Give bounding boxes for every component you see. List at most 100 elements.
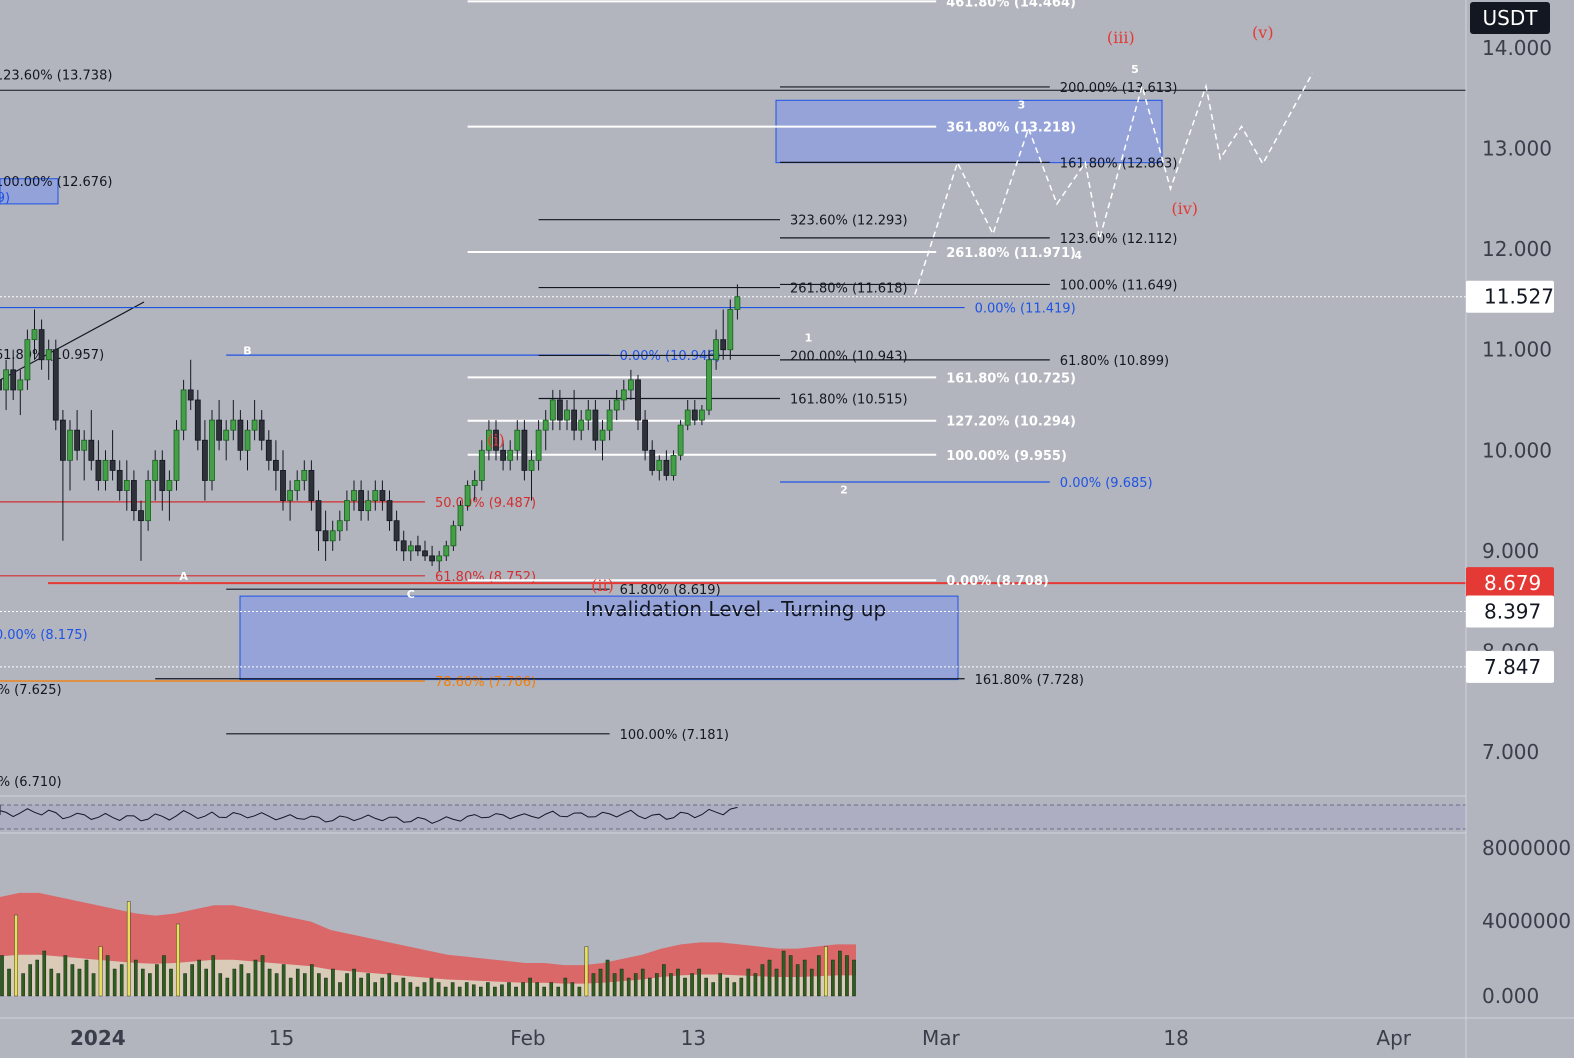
price-tag-label: 11.527 — [1484, 285, 1554, 309]
volume-bar — [704, 977, 708, 997]
price-tag-label: 7.847 — [1484, 655, 1541, 679]
volume-bar — [831, 959, 835, 997]
volume-bar — [21, 973, 25, 997]
candle-body — [521, 429, 528, 471]
volume-bar — [141, 968, 145, 997]
volume-bar — [281, 964, 286, 997]
volume-bar — [366, 973, 370, 997]
candle-body — [407, 545, 414, 552]
candle-body — [159, 459, 166, 491]
wave-label: (ii) — [591, 576, 614, 595]
volume-bar — [746, 968, 751, 997]
candle-body — [336, 520, 343, 532]
volume-bar — [626, 977, 631, 997]
candle-body — [81, 439, 88, 451]
volume-bar — [35, 959, 40, 997]
price-tick-label: 14.000 — [1482, 36, 1552, 60]
fib-label: 161.80% (7.728) — [975, 673, 1084, 688]
candle-body — [542, 419, 549, 431]
candle-body — [464, 485, 471, 507]
volume-bar — [697, 968, 701, 997]
volume-bar — [591, 973, 596, 997]
volume-pane — [0, 892, 856, 997]
volume-bar — [852, 959, 856, 997]
candle-body — [166, 480, 173, 491]
volume-bar — [838, 950, 842, 997]
volume-bar — [633, 973, 638, 997]
price-tag — [1466, 595, 1554, 628]
volume-bar — [345, 973, 349, 997]
candle-body — [24, 339, 31, 381]
wave-label: (iv) — [1171, 199, 1198, 218]
price-tag — [1466, 280, 1554, 313]
zones-layer: Invalidation Level - Turning up — [0, 89, 1466, 681]
candle-body — [379, 490, 386, 501]
currency-label: USDT — [1483, 6, 1539, 30]
candle-body — [535, 429, 542, 461]
candle-body — [592, 409, 599, 441]
candle-body — [216, 419, 223, 441]
candle-body — [287, 490, 294, 501]
volume-bar — [338, 982, 342, 997]
candle-body — [3, 369, 9, 391]
currency-badge — [1470, 2, 1550, 34]
fib-label: 100.00% (12.676) — [0, 175, 112, 190]
trend-line — [0, 301, 145, 381]
volume-bar — [112, 968, 117, 997]
volume-bar — [718, 973, 723, 997]
volume-bar — [493, 986, 497, 997]
candle-body — [670, 454, 677, 476]
candle-body — [358, 490, 365, 512]
wave-label: 2 — [840, 484, 848, 497]
fib-label: 200.00% (13.613) — [1060, 81, 1178, 96]
volume-bar — [225, 977, 230, 997]
date-tick-label: 15 — [269, 1026, 294, 1050]
rsi-band — [0, 805, 1466, 829]
date-tick-label: Apr — [1376, 1026, 1411, 1050]
candle-body — [613, 399, 620, 411]
candle-body — [152, 459, 159, 481]
invalidation-annotation: Invalidation Level - Turning up — [585, 597, 886, 621]
volume-bar — [619, 968, 624, 997]
price-tag — [1466, 650, 1554, 683]
volume-bar — [190, 964, 194, 997]
candle-body — [620, 389, 627, 401]
volume-bar — [676, 968, 680, 997]
date-tick-label: 18 — [1163, 1026, 1188, 1050]
rsi-pane — [0, 795, 1466, 834]
candle-body — [436, 555, 443, 562]
volume-bar — [218, 973, 223, 997]
volume-bar — [809, 968, 814, 997]
fib-label: 161.80% (6.710) — [0, 775, 62, 790]
volume-bar — [77, 968, 82, 997]
volume-tick-label: 4000000 — [1482, 909, 1571, 933]
volume-bar — [795, 964, 800, 997]
volume-bar — [584, 946, 589, 997]
candle-body — [194, 399, 201, 441]
fib-label: 50.00% (9.487) — [435, 496, 536, 511]
fib-label: 61.80% (8.752) — [435, 570, 536, 585]
volume-bar — [556, 986, 561, 997]
volume-bar — [711, 982, 715, 997]
candle-body — [280, 469, 286, 501]
candle-body — [386, 500, 393, 522]
candle-body — [244, 429, 251, 451]
candle-body — [599, 429, 606, 441]
volume-bar — [204, 968, 208, 997]
volume-bar — [683, 977, 687, 997]
volume-bar — [549, 982, 554, 997]
candle-body — [351, 490, 357, 501]
date-tick-label: 2024 — [70, 1026, 126, 1050]
volume-bar — [49, 968, 54, 997]
volume-bar — [274, 973, 279, 997]
volume-bar — [528, 977, 532, 997]
volume-bar — [148, 973, 152, 997]
candle-body — [187, 389, 194, 401]
price-tag-label: 8.679 — [1484, 571, 1541, 595]
candle-body — [258, 419, 265, 441]
candle-body — [727, 309, 734, 351]
volume-bar — [133, 959, 138, 997]
candle-body — [450, 525, 457, 547]
volume-bar — [197, 959, 201, 997]
